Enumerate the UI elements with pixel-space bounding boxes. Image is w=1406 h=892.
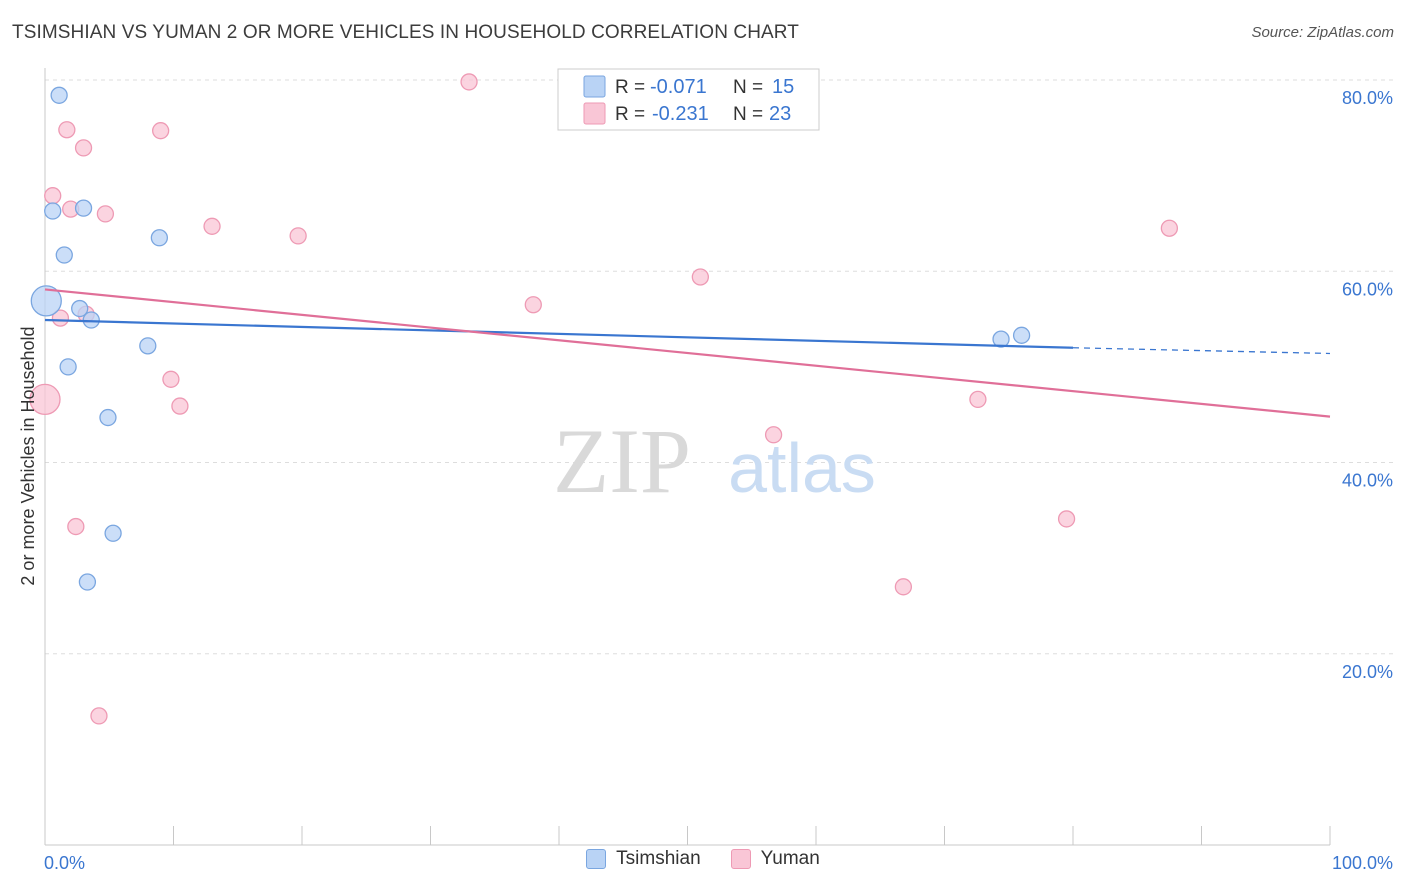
tsimshian-swatch <box>586 849 607 869</box>
legend-item-tsimshian: Tsimshian <box>586 848 701 870</box>
tsimshian-point <box>99 408 117 427</box>
yuman-point <box>691 268 709 286</box>
legend-item-yuman: Yuman <box>730 848 820 870</box>
yuman-point <box>58 121 76 139</box>
yuman-point <box>74 139 93 157</box>
yuman-point <box>894 578 913 596</box>
legend-r-label-2: R = <box>615 104 645 125</box>
yuman-trend-line <box>44 288 1331 418</box>
tsimshian-point <box>71 299 89 318</box>
yuman-point <box>524 296 542 314</box>
legend-r-label-1: R = <box>615 77 645 98</box>
yuman-point <box>67 517 85 536</box>
gridlines <box>45 79 1393 655</box>
tsimshian-point <box>992 330 1010 348</box>
trend-lines <box>44 288 1331 418</box>
yuman-point <box>203 217 221 235</box>
tsimshian-point <box>1012 326 1031 344</box>
y-tick-label: 40.0% <box>1342 471 1393 491</box>
legend-n-label-2: N = <box>733 104 763 125</box>
tsimshian-trend-extension <box>1072 347 1331 355</box>
y-tick-label: 60.0% <box>1342 279 1393 299</box>
yuman-point <box>96 205 115 223</box>
tsimshian-trend-line <box>44 318 1074 349</box>
yuman-point <box>1057 510 1076 528</box>
tsimshian-point <box>50 86 68 104</box>
stats-legend: R = -0.071 N = 15 R = -0.231 N = 23 <box>557 68 820 131</box>
legend-label-yuman: Yuman <box>760 848 820 869</box>
tsimshian-point <box>78 573 97 591</box>
x-tick-label: 100.0% <box>1332 853 1393 873</box>
tsimshian-point <box>104 524 122 542</box>
yuman-point <box>162 370 180 388</box>
watermark-atlas: atlas <box>728 429 876 507</box>
legend-label-tsimshian: Tsimshian <box>616 848 701 869</box>
watermark-zip: ZIP <box>553 410 691 512</box>
tsimshian-point <box>30 285 62 317</box>
y-axis-label: 2 or more Vehicles in Household <box>18 326 38 585</box>
yuman-point <box>969 390 987 409</box>
axes <box>44 68 1331 846</box>
series-legend: Tsimshian Yuman <box>0 848 1406 870</box>
watermark: ZIP atlas <box>553 410 876 512</box>
legend-r-value-2: -0.231 <box>652 103 709 125</box>
y-tick-label: 80.0% <box>1342 88 1393 108</box>
chart-title: TSIMSHIAN VS YUMAN 2 OR MORE VEHICLES IN… <box>12 22 799 43</box>
yuman-point <box>44 187 62 205</box>
legend-swatch-tsimshian <box>583 75 606 98</box>
legend-r-value-1: -0.071 <box>650 76 707 98</box>
tsimshian-point <box>150 229 169 247</box>
source-credit: Source: ZipAtlas.com <box>1251 24 1394 41</box>
yuman-point <box>29 383 61 416</box>
yuman-point <box>90 707 108 725</box>
tsimshian-point <box>55 246 73 264</box>
tsimshian-point <box>139 337 157 355</box>
legend-n-value-1: 15 <box>772 76 794 98</box>
legend-n-value-2: 23 <box>769 103 791 125</box>
yuman-point <box>51 309 70 327</box>
x-tick-label: 0.0% <box>44 853 85 873</box>
tsimshian-point <box>59 358 77 376</box>
legend-swatch-yuman <box>583 102 606 125</box>
y-tick-label: 20.0% <box>1342 662 1393 682</box>
legend-n-label-1: N = <box>733 77 763 98</box>
yuman-point <box>151 122 170 140</box>
yuman-point <box>764 426 783 444</box>
tsimshian-point <box>74 199 93 217</box>
yuman-swatch <box>730 849 751 869</box>
tsimshian-point <box>44 202 62 220</box>
yuman-point <box>460 73 478 91</box>
yuman-point <box>1160 219 1179 237</box>
tick-labels: 20.0% 40.0% 60.0% 80.0% 0.0% 100.0% <box>44 88 1393 873</box>
yuman-point <box>289 227 307 245</box>
yuman-point <box>171 397 189 415</box>
data-points <box>29 73 1179 725</box>
